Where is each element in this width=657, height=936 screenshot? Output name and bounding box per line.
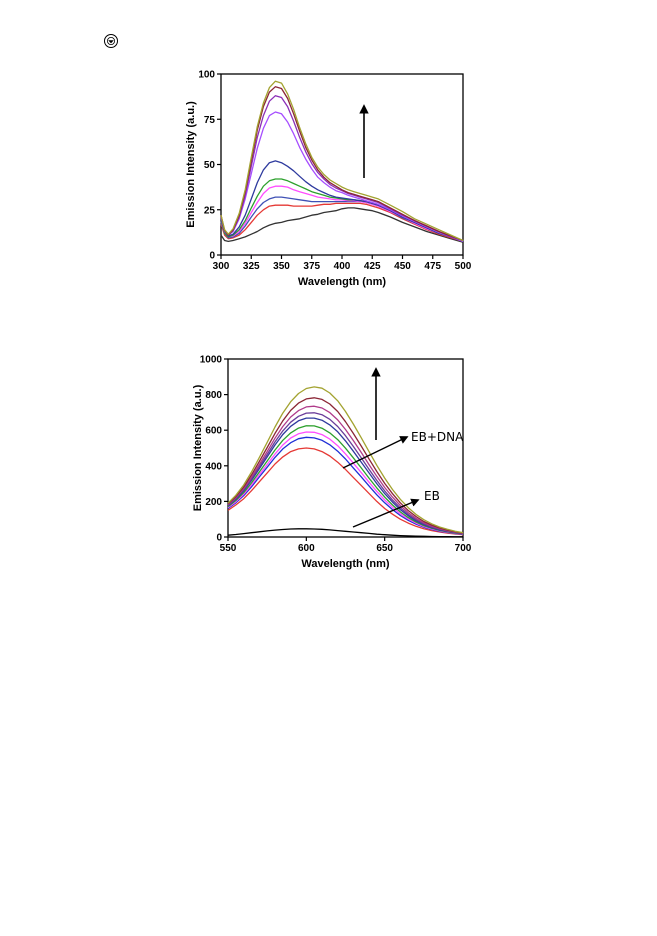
eb-pointer-arrow [352, 498, 420, 528]
x-tick-label: 325 [243, 261, 260, 272]
series-line-3 [227, 436, 464, 535]
x-tick-label: 350 [273, 261, 290, 272]
y-axis-label: Emission Intensity (a.u.) [185, 101, 197, 228]
y-tick-label: 25 [204, 205, 216, 216]
chart-emission-tryptophan: 300 325 350 375 400 425 450 475 500 0 25 50 75 100 Wav… [185, 70, 472, 289]
annotation-eb-dna: EB+DNA [411, 430, 464, 444]
y-tick-label: 800 [205, 390, 222, 401]
series-line-7 [220, 111, 464, 243]
y-tick-label: 600 [205, 426, 222, 437]
annotation-eb: EB [424, 489, 440, 503]
series-line-1 [220, 207, 464, 243]
series-line-5 [227, 425, 464, 535]
eb-dna-pointer-arrow [342, 436, 409, 469]
series-line-10 [220, 80, 464, 242]
x-tick-label: 425 [364, 261, 381, 272]
x-tick-label: 475 [424, 261, 441, 272]
x-tick-label: 400 [334, 261, 351, 272]
y-tick-label: 400 [205, 461, 222, 472]
x-tick-label: 300 [213, 261, 230, 272]
x-tick-label: 550 [220, 543, 237, 554]
series-line-2 [227, 447, 464, 536]
y-tick-label: 1000 [200, 355, 223, 366]
x-tick-label: 700 [455, 543, 472, 554]
y-tick-label: 50 [204, 160, 216, 171]
series-line-10 [227, 386, 464, 534]
y-axis-label: Emission Intensity (a.u.) [192, 384, 204, 511]
circled-cursor-icon [104, 34, 118, 48]
x-axis-label: Wavelength (nm) [301, 558, 390, 570]
y-tick-label: 200 [205, 497, 222, 508]
y-tick-label: 0 [216, 533, 222, 544]
series-line-6 [227, 417, 464, 535]
series-line-9 [227, 397, 464, 534]
x-tick-label: 500 [455, 261, 472, 272]
series-line-1 [227, 528, 463, 538]
series-line-4 [227, 431, 464, 535]
series-line-2 [220, 202, 464, 243]
x-tick-label: 375 [303, 261, 320, 272]
series-line-6 [220, 160, 464, 243]
chart-emission-eb: 550 600 650 700 0 200 400 600 800 1000 Wavelength … [192, 355, 472, 571]
y-tick-label: 100 [198, 70, 215, 81]
x-tick-label: 450 [394, 261, 411, 272]
x-tick-label: 600 [298, 543, 315, 554]
series-line-8 [227, 405, 464, 535]
series-line-8 [220, 95, 464, 242]
plot-frame [227, 358, 464, 538]
series-line-7 [227, 412, 464, 535]
x-axis-label: Wavelength (nm) [298, 276, 387, 288]
y-tick-label: 75 [204, 115, 216, 126]
x-tick-label: 650 [376, 543, 393, 554]
y-tick-label: 0 [209, 251, 215, 262]
